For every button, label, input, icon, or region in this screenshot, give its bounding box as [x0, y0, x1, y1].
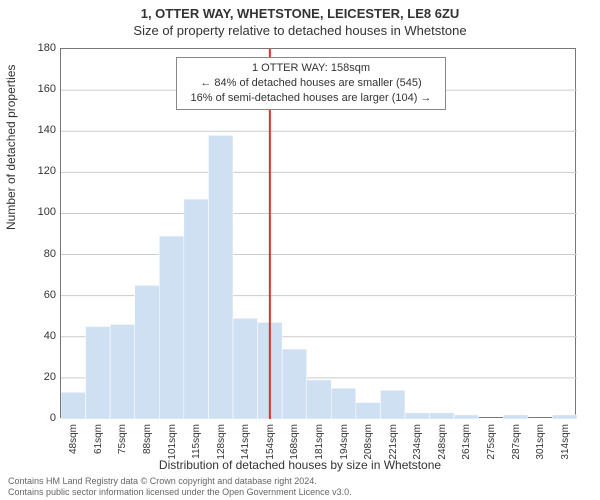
y-tick-label: 100	[38, 206, 56, 218]
histogram-bar	[331, 388, 356, 419]
annotation-line3: 16% of semi-detached houses are larger (…	[183, 91, 439, 106]
copyright-line2: Contains public sector information licen…	[8, 487, 352, 497]
histogram-bar	[552, 415, 577, 419]
y-tick-label: 60	[44, 289, 56, 301]
histogram-bar	[430, 413, 455, 419]
histogram-bar	[307, 380, 332, 419]
annotation-line1: 1 OTTER WAY: 158sqm	[183, 61, 439, 76]
y-tick-label: 0	[50, 412, 56, 424]
histogram-bar	[184, 199, 209, 419]
y-axis-label: Number of detached properties	[4, 65, 18, 230]
histogram-bar	[233, 318, 258, 419]
copyright-line1: Contains HM Land Registry data © Crown c…	[8, 476, 317, 486]
histogram-bar	[86, 327, 111, 420]
y-tick-label: 80	[44, 248, 56, 260]
x-axis-label: Distribution of detached houses by size …	[0, 458, 600, 472]
histogram-bar	[356, 403, 381, 419]
y-tick-label: 160	[38, 83, 56, 95]
chart-title-sub: Size of property relative to detached ho…	[0, 21, 600, 42]
copyright-text: Contains HM Land Registry data © Crown c…	[8, 476, 592, 498]
histogram-bar	[135, 285, 160, 419]
bars	[61, 135, 577, 419]
histogram-bar	[159, 236, 184, 419]
annotation-line2: ← 84% of detached houses are smaller (54…	[183, 76, 439, 91]
y-tick-label: 140	[38, 124, 56, 136]
histogram-bar	[208, 135, 233, 419]
histogram-bar	[110, 324, 135, 419]
y-tick-label: 120	[38, 165, 56, 177]
chart-title-main: 1, OTTER WAY, WHETSTONE, LEICESTER, LE8 …	[0, 0, 600, 21]
y-tick-label: 40	[44, 330, 56, 342]
annotation-box: 1 OTTER WAY: 158sqm ← 84% of detached ho…	[176, 57, 446, 110]
histogram-bar	[380, 390, 405, 419]
histogram-chart: 1 OTTER WAY: 158sqm ← 84% of detached ho…	[60, 48, 576, 418]
histogram-bar	[405, 413, 430, 419]
histogram-bar	[282, 349, 307, 419]
histogram-bar	[454, 415, 479, 419]
histogram-bar	[503, 415, 528, 419]
histogram-bar	[61, 392, 86, 419]
y-tick-label: 180	[38, 42, 56, 54]
y-tick-label: 20	[44, 371, 56, 383]
